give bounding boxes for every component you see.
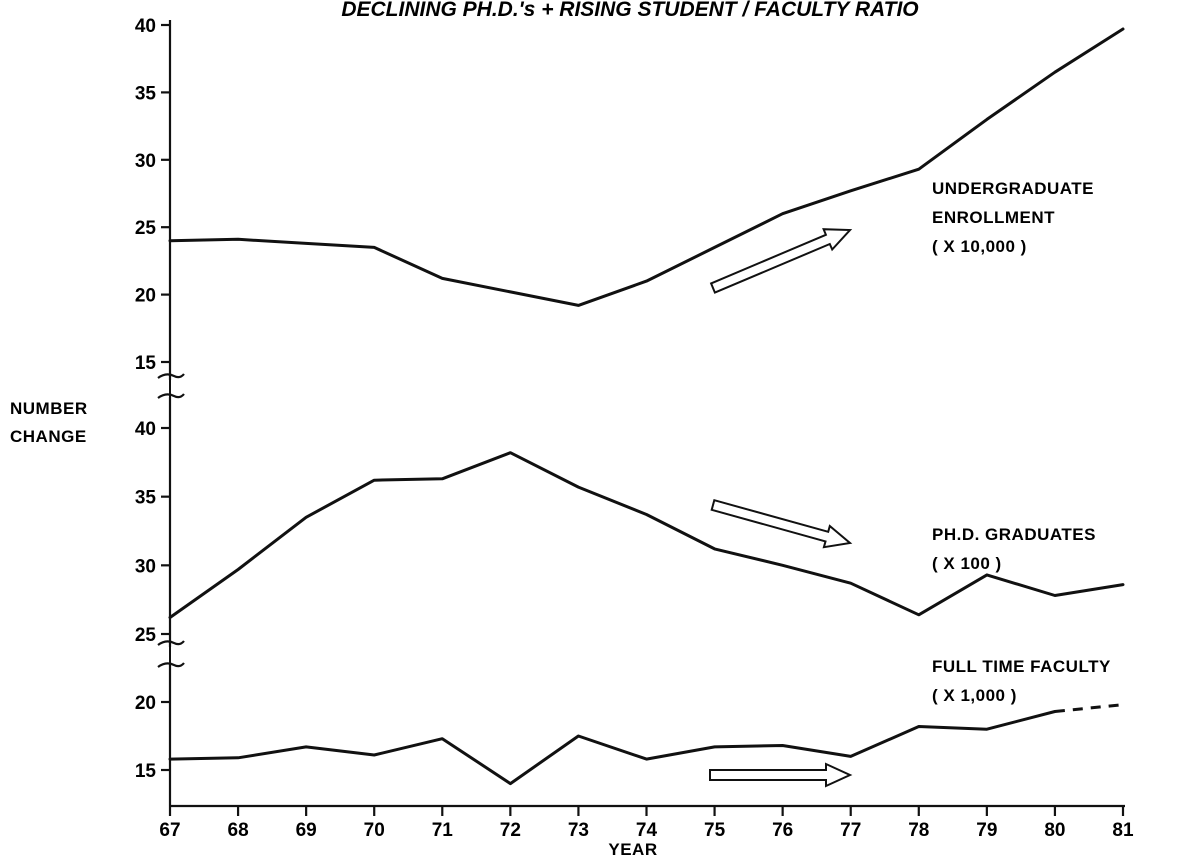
y-tick-label-p1-25: 25 bbox=[135, 218, 157, 239]
x-tick-label-71: 71 bbox=[432, 820, 454, 841]
y-tick-label-p2-30: 30 bbox=[135, 556, 156, 577]
series-label-3-line-1: FULL TIME FACULTY bbox=[932, 657, 1111, 676]
y-tick-label-p1-30: 30 bbox=[135, 151, 156, 172]
x-tick-label-81: 81 bbox=[1112, 820, 1134, 841]
series-line-2 bbox=[168, 451, 1125, 619]
chart-title: DECLINING PH.D.'s + RISING STUDENT / FAC… bbox=[341, 0, 918, 21]
axis-break-1 bbox=[157, 373, 185, 399]
y-tick-label-p1-40: 40 bbox=[135, 16, 156, 37]
y-axis-label-line-1: NUMBER bbox=[10, 399, 88, 418]
series-label-3-line-2: ( X 1,000 ) bbox=[932, 686, 1017, 705]
x-tick-label-78: 78 bbox=[908, 820, 929, 841]
x-tick-label-72: 72 bbox=[500, 820, 521, 841]
axes: 67 68 69 70 71 72 73 74 75 76 77 78 79 80 81 15 20 25 30 35… bbox=[135, 16, 1134, 841]
x-tick-label-75: 75 bbox=[704, 820, 726, 841]
y-tick-label-p1-15: 15 bbox=[135, 353, 157, 374]
x-tick-label-76: 76 bbox=[772, 820, 793, 841]
y-axis-label-line-2: CHANGE bbox=[10, 427, 87, 446]
y-tick-label-p2-40: 40 bbox=[135, 419, 156, 440]
series-label-1-line-2: ENROLLMENT bbox=[932, 208, 1055, 227]
trend-arrow-down bbox=[710, 498, 853, 549]
x-tick-label-74: 74 bbox=[636, 820, 658, 841]
x-tick-label-70: 70 bbox=[364, 820, 385, 841]
axis-break-2 bbox=[157, 640, 185, 668]
series-label-1-line-1: UNDERGRADUATE bbox=[932, 179, 1094, 198]
x-tick-label-79: 79 bbox=[976, 820, 997, 841]
series-line-3 bbox=[168, 710, 1057, 786]
chart-marks: UNDERGRADUATE ENROLLMENT ( X 10,000 ) PH.D.… bbox=[168, 27, 1125, 788]
x-axis-label: YEAR bbox=[608, 840, 657, 859]
x-tick-label-73: 73 bbox=[568, 820, 589, 841]
x-tick-label-68: 68 bbox=[228, 820, 249, 841]
x-tick-label-67: 67 bbox=[159, 820, 180, 841]
series-label-2-line-1: PH.D. GRADUATES bbox=[932, 525, 1096, 544]
x-tick-label-69: 69 bbox=[296, 820, 317, 841]
series-label-2-line-2: ( X 100 ) bbox=[932, 554, 1002, 573]
y-tick-label-p1-35: 35 bbox=[135, 83, 157, 104]
series-projection-3 bbox=[1054, 703, 1124, 713]
y-tick-label-p2-35: 35 bbox=[135, 488, 157, 509]
trend-arrow-up bbox=[709, 228, 853, 294]
trend-arrow-flat bbox=[709, 762, 853, 788]
y-tick-label-p1-20: 20 bbox=[135, 286, 156, 307]
x-tick-label-77: 77 bbox=[840, 820, 861, 841]
y-tick-label-p3-20: 20 bbox=[135, 693, 156, 714]
x-tick-label-80: 80 bbox=[1044, 820, 1065, 841]
y-tick-label-p2-25: 25 bbox=[135, 625, 157, 646]
series-line-1 bbox=[168, 27, 1125, 307]
y-tick-label-p3-15: 15 bbox=[135, 761, 157, 782]
series-label-1-line-3: ( X 10,000 ) bbox=[932, 237, 1027, 256]
